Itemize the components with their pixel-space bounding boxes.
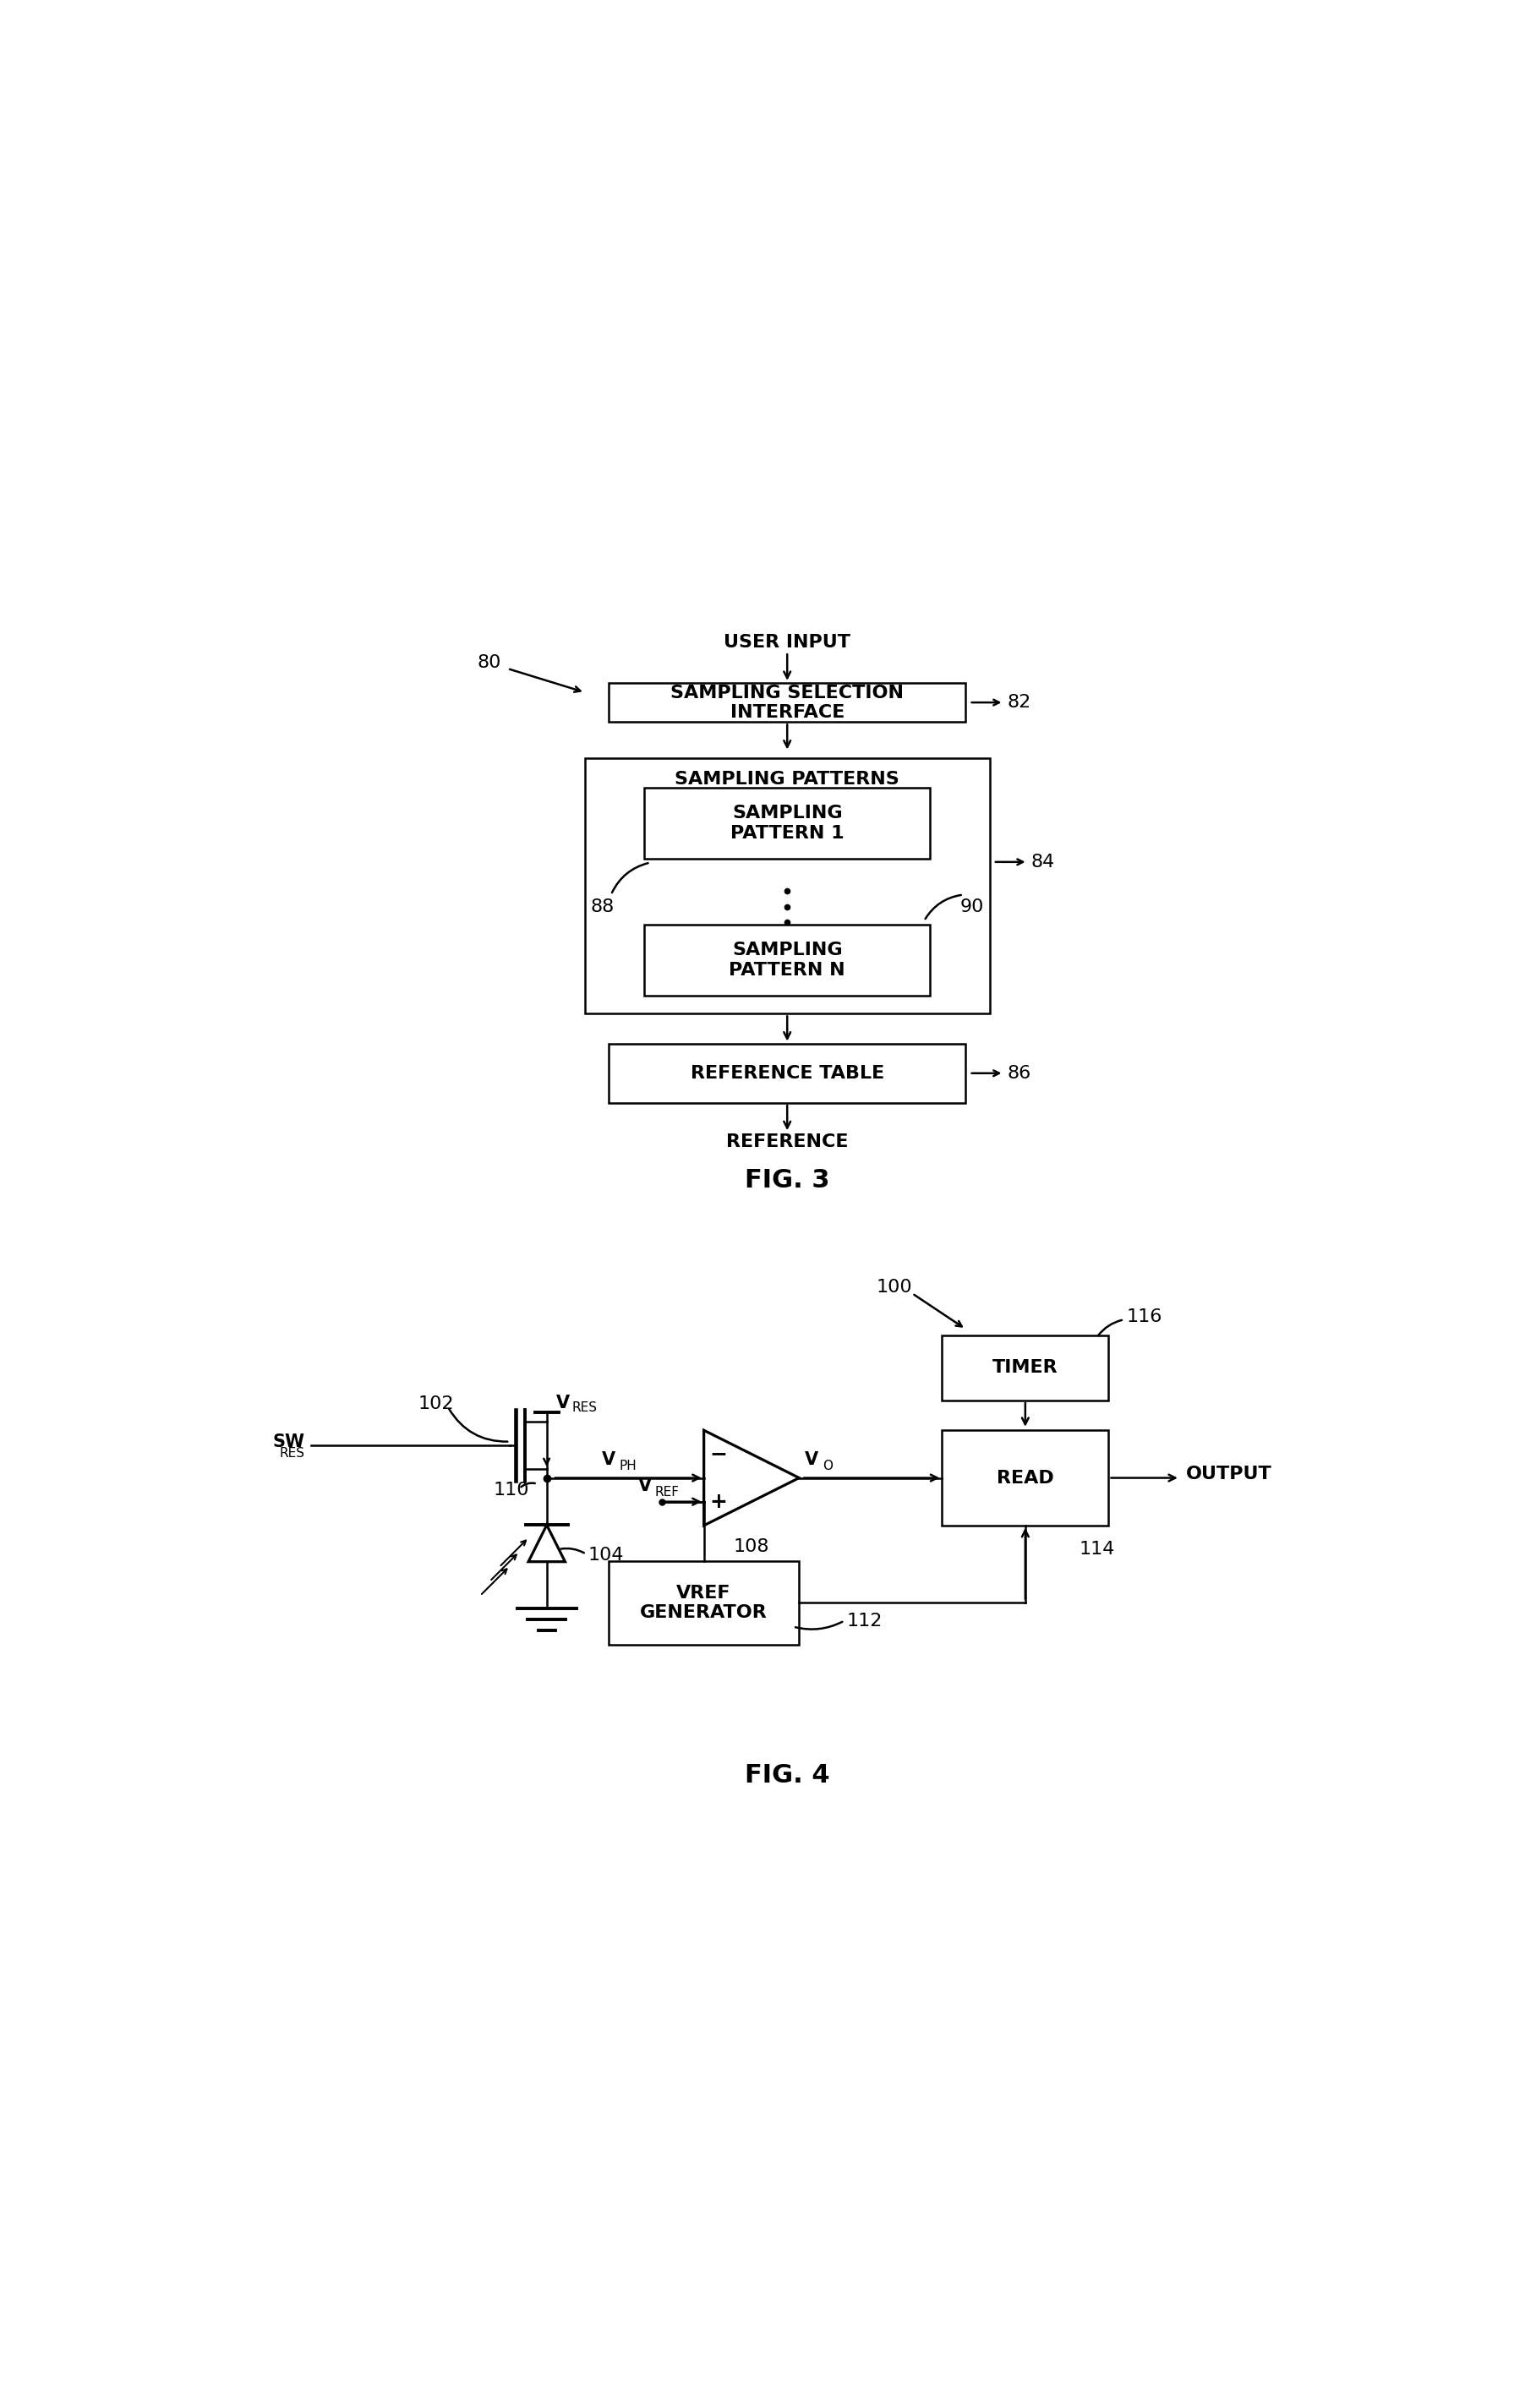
Text: 84: 84 [1031, 852, 1055, 869]
Bar [942, 1334, 1109, 1401]
Text: OUTPUT: OUTPUT [1186, 1466, 1272, 1483]
Text: 110: 110 [493, 1481, 528, 1498]
Text: REFERENCE: REFERENCE [727, 1134, 848, 1151]
Bar [645, 925, 931, 997]
Text: SAMPLING
PATTERN N: SAMPLING PATTERN N [730, 942, 845, 978]
Text: RES: RES [280, 1447, 306, 1459]
Text: 90: 90 [960, 898, 983, 915]
Text: REFERENCE TABLE: REFERENCE TABLE [690, 1064, 885, 1081]
Text: SAMPLING PATTERNS: SAMPLING PATTERNS [674, 771, 900, 787]
Text: SW: SW [273, 1433, 306, 1450]
Text: 116: 116 [1126, 1310, 1163, 1327]
Text: O: O [823, 1459, 833, 1471]
Text: READ: READ [997, 1469, 1054, 1486]
Text: SAMPLING SELECTION
INTERFACE: SAMPLING SELECTION INTERFACE [671, 684, 903, 720]
Text: 88: 88 [591, 898, 614, 915]
Text: 82: 82 [1008, 694, 1031, 710]
Text: TIMER: TIMER [992, 1361, 1058, 1377]
Text: V: V [805, 1452, 819, 1469]
Text: 102: 102 [418, 1394, 455, 1411]
Text: 86: 86 [1008, 1064, 1031, 1081]
Text: PH: PH [619, 1459, 637, 1471]
Text: USER INPUT: USER INPUT [723, 633, 851, 650]
Text: 112: 112 [846, 1613, 883, 1630]
Text: VREF
GENERATOR: VREF GENERATOR [641, 1584, 768, 1621]
Bar [585, 759, 989, 1014]
Text: V: V [556, 1394, 570, 1411]
Bar [608, 1560, 799, 1645]
Bar [608, 684, 966, 722]
Text: FIG. 3: FIG. 3 [745, 1168, 829, 1192]
Text: FIG. 4: FIG. 4 [745, 1763, 829, 1787]
Text: +: + [710, 1491, 727, 1512]
Text: 108: 108 [734, 1539, 770, 1556]
Text: 104: 104 [588, 1546, 624, 1563]
Text: 80: 80 [478, 655, 502, 672]
Bar [608, 1043, 966, 1103]
Bar [942, 1430, 1109, 1527]
Text: 100: 100 [877, 1279, 912, 1296]
Text: 114: 114 [1078, 1541, 1115, 1558]
Text: SAMPLING
PATTERN 1: SAMPLING PATTERN 1 [730, 804, 845, 840]
Text: −: − [710, 1445, 727, 1464]
Text: V: V [602, 1452, 614, 1469]
Text: REF: REF [654, 1486, 679, 1498]
Text: V: V [639, 1479, 651, 1495]
Text: RES: RES [571, 1401, 598, 1413]
Bar [645, 787, 931, 860]
